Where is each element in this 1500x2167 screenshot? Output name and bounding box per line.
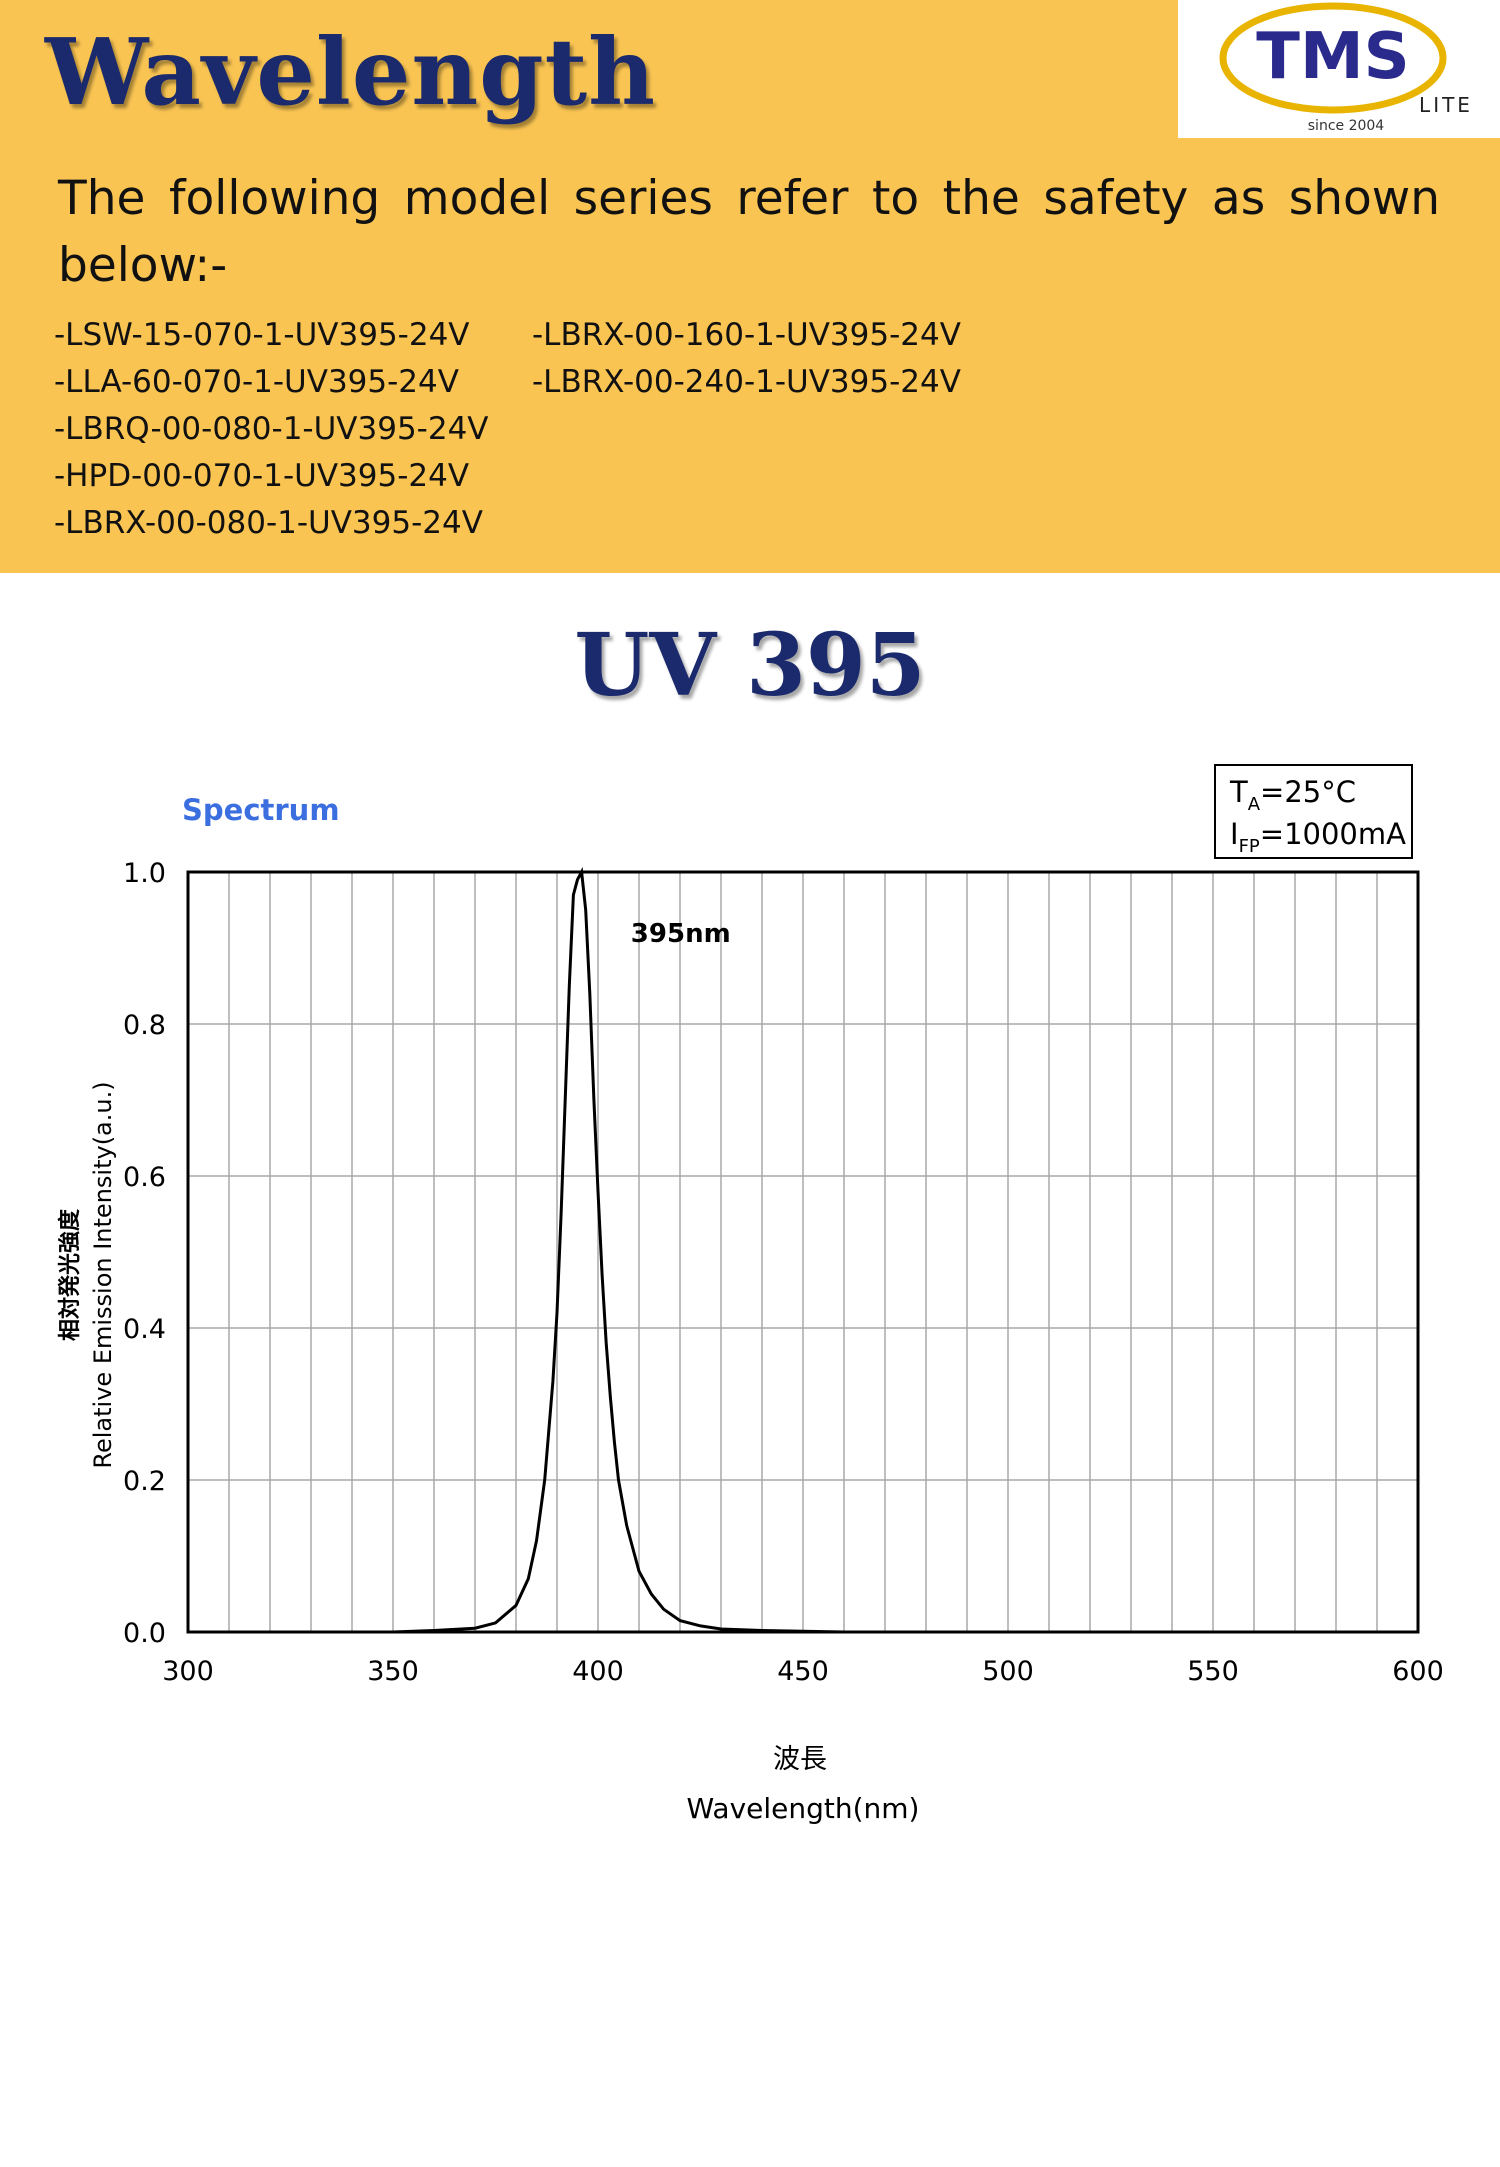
x-axis-label: Wavelength(nm) bbox=[687, 1792, 920, 1825]
x-tick-label: 500 bbox=[982, 1656, 1034, 1687]
conditions-box: TA=25°C IFP=1000mA bbox=[1214, 764, 1413, 859]
x-tick-label: 300 bbox=[162, 1656, 214, 1687]
logo-ring-icon bbox=[1219, 2, 1447, 114]
chart-heading: UV 395 bbox=[574, 615, 926, 716]
condition-current: IFP=1000mA bbox=[1230, 817, 1406, 857]
condition-temperature: TA=25°C bbox=[1229, 775, 1356, 815]
axis-ticks: 300 350 400 450 500 550 600 0.0 0.2 0.4 0.6 0.8 1.0 bbox=[123, 858, 1444, 1687]
y-tick-label: 0.8 bbox=[123, 1010, 166, 1041]
x-tick-label: 350 bbox=[367, 1656, 419, 1687]
logo-since: since 2004 bbox=[1308, 118, 1385, 134]
model-item: -LBRX-00-160-1-UV395-24V bbox=[532, 317, 961, 353]
y-axis-label: Relative Emission Intensity(a.u.) bbox=[89, 1081, 117, 1468]
model-item: -LBRQ-00-080-1-UV395-24V bbox=[54, 411, 489, 447]
x-tick-label: 450 bbox=[777, 1656, 829, 1687]
x-tick-label: 550 bbox=[1187, 1656, 1239, 1687]
y-tick-label: 0.6 bbox=[123, 1162, 166, 1193]
model-item: -LBRX-00-080-1-UV395-24V bbox=[54, 505, 483, 541]
x-axis-label-cjk: 波長 bbox=[773, 1744, 827, 1775]
peak-annotation: 395nm bbox=[631, 919, 731, 949]
y-tick-label: 1.0 bbox=[123, 858, 166, 889]
model-item: -LSW-15-070-1-UV395-24V bbox=[54, 317, 470, 353]
y-tick-label: 0.2 bbox=[123, 1466, 166, 1497]
page-title: Wavelength bbox=[45, 18, 657, 126]
intro-text: The following model series refer to the … bbox=[58, 171, 1440, 293]
model-list-col-2: -LBRX-00-160-1-UV395-24V -LBRX-00-240-1-U… bbox=[532, 312, 961, 406]
model-item: -LLA-60-070-1-UV395-24V bbox=[54, 364, 459, 400]
spectrum-chart: 300 350 400 450 500 550 6000.00.20.40.60.81.0 … bbox=[57, 764, 1444, 1825]
chart-title: Spectrum bbox=[182, 793, 340, 827]
logo-brand: TMS bbox=[1256, 20, 1409, 94]
x-tick-label: 400 bbox=[572, 1656, 624, 1687]
y-axis-label-cjk: 相対発光強度 bbox=[57, 1208, 83, 1341]
chart-grid bbox=[188, 872, 1418, 1632]
tms-lite-logo: TMS LITE since 2004 bbox=[1178, 0, 1500, 138]
header-banner: Wavelength TMS LITE since 2004 The follo… bbox=[0, 0, 1500, 573]
spectrum-line bbox=[188, 867, 1418, 1634]
x-tick-label: 600 bbox=[1392, 1656, 1444, 1687]
model-item: -HPD-00-070-1-UV395-24V bbox=[54, 458, 470, 494]
model-list-col-1: -LSW-15-070-1-UV395-24V -LLA-60-070-1-UV3… bbox=[54, 312, 489, 547]
y-tick-label: 0.4 bbox=[123, 1314, 166, 1345]
logo-suffix: LITE bbox=[1419, 93, 1473, 117]
y-tick-label: 0.0 bbox=[123, 1618, 166, 1649]
model-item: -LBRX-00-240-1-UV395-24V bbox=[532, 364, 961, 400]
